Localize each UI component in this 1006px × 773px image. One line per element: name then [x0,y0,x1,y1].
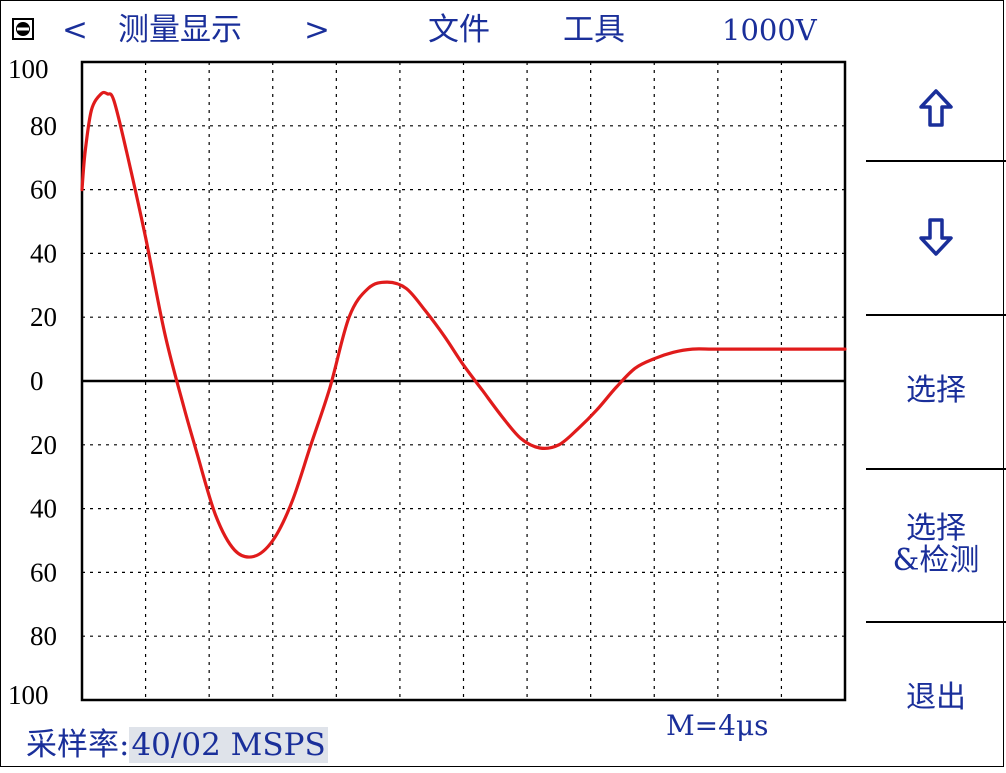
waveform-point [328,386,332,389]
waveform-point [786,347,789,351]
waveform-point [84,150,87,153]
y-tick-label: 80 [30,621,57,651]
y-tick-label: 60 [30,557,57,587]
waveform-point [557,443,561,446]
waveform-point [843,347,847,351]
side-divider [866,621,1006,623]
side-divider [866,468,1006,470]
menu-bar: < 测量显示 > 文件 工具 1000V [0,0,860,56]
plot-grid [80,60,847,702]
y-tick-label: 80 [30,111,57,141]
waveform-point [576,427,580,430]
y-tick-label: 60 [30,175,57,205]
waveform-point [125,150,128,153]
time-per-division: M=4μs [666,709,769,742]
side-divider [866,160,1006,162]
menu-prev-arrow[interactable]: < [62,12,88,48]
waveform-point [290,501,293,504]
down-arrow-icon [919,218,953,256]
waveform-point [90,108,93,112]
waveform-point [691,347,694,351]
y-tick-label: 100 [8,680,49,710]
waveform-point [614,386,618,389]
waveform-point [106,92,109,96]
exit-button-label: 退出 [906,680,966,715]
waveform-point [748,347,751,351]
down-button[interactable] [866,162,1006,312]
waveform-point [271,539,274,542]
waveform-point [347,316,351,319]
y-tick-label: 0 [30,366,44,396]
waveform-point [519,437,522,440]
sample-rate-value[interactable]: 40/02 MSPS [129,727,328,763]
y-tick-label: 40 [30,494,57,524]
waveform-point [443,335,446,338]
waveform-point [729,347,732,351]
waveform-point [424,309,427,312]
select-detect-label-line2: &检测 [892,543,980,578]
menu-tools[interactable]: 工具 [563,12,625,48]
y-tick-label: 100 [8,54,49,84]
menu-file[interactable]: 文件 [428,12,490,48]
waveform-point [112,99,116,102]
sample-rate: 采样率:40/02 MSPS [26,726,328,764]
waveform-point [366,287,370,290]
waveform-point [163,331,166,335]
waveform-point [144,236,147,239]
waveform-point [252,555,255,558]
y-axis-ticks: 100 80 60 40 20 0 20 40 60 80 100 [8,54,57,710]
y-tick-label: 40 [30,238,57,268]
waveform-point [500,414,503,418]
waveform-point [195,450,198,453]
select-detect-label-line1: 选择 [906,511,966,546]
waveform-point [182,405,185,408]
waveform-point [462,363,465,367]
waveform-point [824,347,828,351]
select-detect-button[interactable]: 选择 &检测 [866,470,1006,620]
waveform-point [710,347,713,351]
waveform-point [386,280,389,284]
waveform-point [767,347,770,351]
up-button[interactable] [866,56,1006,160]
plot-border [80,60,847,702]
menu-next-arrow[interactable]: > [304,12,330,48]
waveform-line [80,90,847,559]
waveform-point [805,347,809,351]
side-divider [866,314,1006,316]
logo-icon [12,18,34,40]
waveform-point [405,287,408,290]
waveform-point [481,389,484,392]
select-button-label: 选择 [906,373,966,408]
waveform-point [653,357,656,360]
side-panel: 选择 选择 &检测 退出 [866,56,1006,769]
y-tick-label: 20 [30,430,57,460]
y-tick-label: 20 [30,302,57,332]
up-arrow-icon [919,89,953,127]
waveform-point [233,548,236,552]
sample-rate-label: 采样率: [26,727,130,763]
waveform-points [80,92,847,558]
waveform-point [80,188,84,191]
select-button[interactable]: 选择 [866,316,1006,466]
waveform-point [309,443,313,446]
waveform-point [538,446,541,450]
waveform-point [214,513,217,517]
waveform-point [595,408,599,411]
menu-voltage[interactable]: 1000V [722,13,817,47]
waveform-point [672,351,675,354]
exit-button[interactable]: 退出 [866,623,1006,773]
waveform-point [99,92,103,96]
menu-title-measure-display[interactable]: 测量显示 [118,12,242,48]
waveform-point [634,367,637,370]
